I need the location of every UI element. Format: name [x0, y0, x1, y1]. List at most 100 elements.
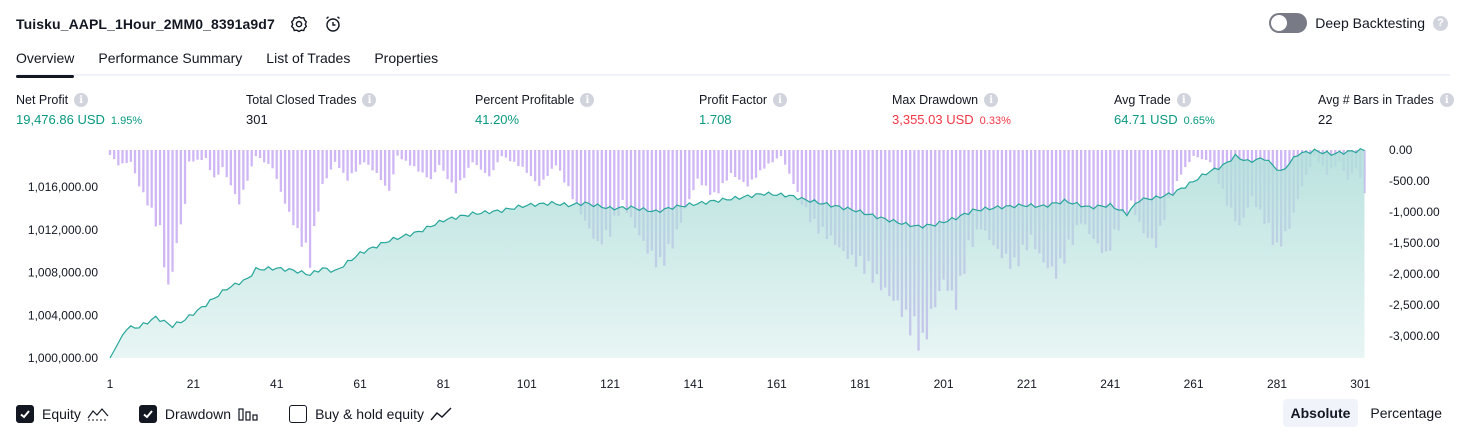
- drawdown-bar: [946, 150, 949, 291]
- y-right-tick-label: -500.00: [1389, 174, 1430, 188]
- drawdown-bar: [525, 150, 528, 173]
- metric-percent-profitable: Percent Profitable i 41.20%: [475, 93, 595, 127]
- drawdown-bar: [834, 150, 837, 245]
- drawdown-bar: [250, 150, 253, 167]
- drawdown-bar: [400, 150, 403, 160]
- drawdown-bar: [425, 150, 428, 178]
- drawdown-bar: [667, 150, 670, 244]
- equity-area-icon: [87, 408, 109, 421]
- drawdown-bar: [354, 150, 358, 172]
- drawdown-bar: [429, 150, 433, 180]
- drawdown-bar: [108, 150, 112, 155]
- drawdown-bar: [333, 150, 337, 162]
- drawdown-bar: [542, 150, 545, 180]
- drawdown-bar: [704, 150, 708, 186]
- y-left-tick-label: 1,016,000.00: [28, 180, 98, 194]
- y-left-tick-label: 1,008,000.00: [28, 266, 98, 280]
- metric-value: 22: [1318, 112, 1333, 127]
- equity-checkbox[interactable]: [16, 405, 34, 423]
- metric-value: 41.20%: [475, 112, 520, 127]
- drawdown-bar: [696, 150, 699, 179]
- drawdown-bar: [588, 150, 591, 229]
- drawdown-bar: [596, 150, 599, 241]
- drawdown-bar: [279, 150, 283, 192]
- drawdown-bar: [663, 150, 666, 266]
- drawdown-bar: [379, 150, 383, 180]
- drawdown-bar: [208, 150, 212, 171]
- drawdown-bar: [1004, 150, 1008, 254]
- drawdown-bar: [413, 150, 416, 167]
- checkmark-icon: [143, 410, 153, 419]
- drawdown-bar: [659, 150, 662, 258]
- drawdown-bar: [700, 150, 703, 186]
- legend-equity[interactable]: Equity: [16, 405, 109, 423]
- drawdown-bar: [538, 150, 541, 186]
- tab-list-of-trades[interactable]: List of Trades: [266, 50, 351, 66]
- drawdown-bar: [875, 150, 879, 275]
- absolute-button[interactable]: Absolute: [1282, 399, 1359, 427]
- strategy-title: Tuisku_AAPL_1Hour_2MM0_8391a9d7: [16, 16, 275, 32]
- percentage-button[interactable]: Percentage: [1370, 405, 1442, 421]
- drawdown-bar: [809, 150, 812, 223]
- info-icon[interactable]: i: [1176, 93, 1191, 107]
- drawdown-bar: [442, 150, 445, 171]
- info-icon[interactable]: i: [362, 93, 377, 107]
- drawdown-bar: [146, 150, 149, 206]
- drawdown-bar: [642, 150, 645, 241]
- drawdown-bar: [375, 150, 378, 173]
- drawdown-bar: [475, 150, 478, 166]
- tab-performance-summary[interactable]: Performance Summary: [98, 50, 243, 66]
- drawdown-bar: [346, 150, 349, 181]
- drawdown-bar: [729, 150, 733, 173]
- drawdown-bar: [621, 150, 624, 201]
- drawdown-bar: [1142, 150, 1145, 234]
- equity-drawdown-chart[interactable]: 1,000,000.00 1,004,000.00 1,008,000.00 1,01…: [0, 140, 1466, 400]
- drawdown-bar: [984, 150, 987, 231]
- legend-drawdown[interactable]: Drawdown: [138, 405, 259, 423]
- drawdown-bar: [1171, 150, 1174, 196]
- chart-legend: Equity Drawdown Buy & hold equity: [16, 403, 482, 425]
- legend-buy-hold[interactable]: Buy & hold equity: [289, 405, 452, 423]
- help-icon[interactable]: ?: [1433, 15, 1448, 31]
- x-tick-label: 61: [353, 377, 367, 391]
- drawdown-bar: [350, 150, 353, 174]
- drawdown-bar: [238, 150, 241, 205]
- drawdown-bar: [754, 150, 758, 178]
- x-tick-label: 21: [187, 377, 201, 391]
- drawdown-bar: [175, 150, 178, 244]
- info-icon[interactable]: i: [1439, 93, 1454, 107]
- metric-total-closed-trades: Total Closed Trades i 301: [246, 93, 377, 127]
- drawdown-bar: [1192, 150, 1195, 156]
- scale-mode-switch: Absolute Percentage: [1282, 399, 1451, 427]
- info-icon[interactable]: i: [773, 93, 788, 107]
- drawdown-bar: [942, 150, 945, 280]
- tab-properties[interactable]: Properties: [374, 50, 439, 66]
- settings-gear-icon[interactable]: [289, 14, 309, 34]
- drawdown-bar: [113, 150, 116, 160]
- metric-avg-bars: Avg # Bars in Trades i 22: [1318, 93, 1454, 127]
- info-icon[interactable]: i: [74, 93, 89, 107]
- info-icon[interactable]: i: [984, 93, 999, 107]
- drawdown-checkbox[interactable]: [138, 405, 157, 423]
- drawdown-bar: [513, 150, 516, 162]
- drawdown-bar: [183, 150, 187, 204]
- drawdown-bar: [750, 150, 753, 180]
- add-alert-clock-icon[interactable]: [323, 14, 343, 34]
- buy-hold-checkbox[interactable]: [289, 405, 308, 423]
- drawdown-bar: [1071, 150, 1074, 245]
- drawdown-bar: [608, 150, 612, 237]
- metric-label: Max Drawdown: [892, 93, 979, 107]
- y-right-tick-label: -2,500.00: [1389, 298, 1440, 312]
- drawdown-bar: [1084, 150, 1087, 225]
- info-icon[interactable]: i: [580, 93, 595, 107]
- tab-overview[interactable]: Overview: [16, 44, 75, 78]
- drawdown-bar: [1159, 150, 1162, 226]
- deep-backtesting-toggle[interactable]: [1269, 13, 1308, 33]
- drawdown-bar: [863, 150, 866, 274]
- y-right-tick-label: -2,000.00: [1389, 267, 1440, 281]
- metric-label: Net Profit: [16, 93, 69, 107]
- drawdown-bar: [679, 150, 683, 223]
- drawdown-bar: [971, 150, 974, 247]
- metric-label: Avg # Bars in Trades: [1318, 93, 1434, 107]
- drawdown-bar: [383, 150, 387, 186]
